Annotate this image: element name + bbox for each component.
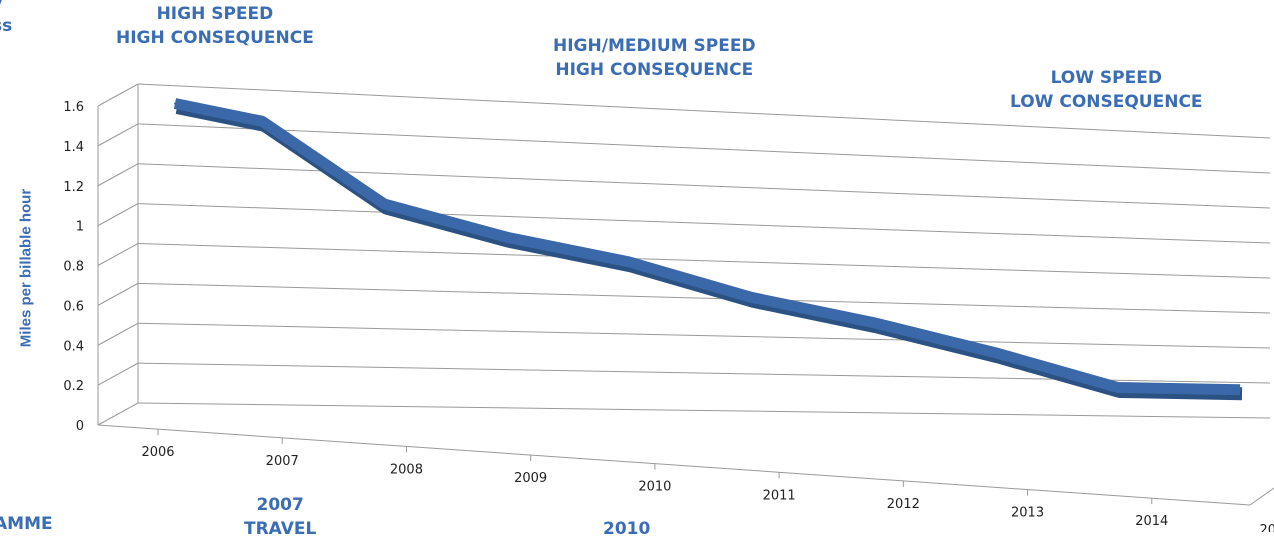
- cut-off-annotation-bottom-left: AMME: [0, 514, 53, 534]
- x-tick-label: 2006: [141, 445, 174, 460]
- x-tick-label: 2011: [763, 488, 796, 503]
- gridline-side: [97, 282, 139, 306]
- gridline-side: [97, 163, 139, 187]
- data-point: [994, 351, 997, 354]
- data-point: [1239, 388, 1241, 391]
- x-tick-label: 2012: [887, 497, 920, 512]
- annotation-2010: 2010: [603, 519, 651, 539]
- annotation-high-speed: HIGH SPEED HIGH CONSEQUENCE: [116, 4, 314, 48]
- x-tick-label: 2008: [390, 462, 423, 477]
- data-point: [1116, 386, 1119, 389]
- y-tick-label: 1: [76, 220, 84, 235]
- x-tick-label: 2015: [1259, 523, 1274, 532]
- cut-off-annotation-top-left: y ss: [0, 0, 13, 36]
- y-tick-label: 1.6: [63, 100, 84, 115]
- data-point: [174, 102, 176, 105]
- series-line: [173, 98, 1241, 396]
- gridline: [137, 243, 1271, 279]
- gridline: [137, 123, 1271, 174]
- series-ribbon-shadow: [175, 101, 1243, 401]
- gridline-side: [97, 83, 139, 107]
- data-point: [383, 203, 386, 206]
- gridline: [137, 83, 1271, 139]
- x-tick-label: 2010: [638, 480, 671, 495]
- x-tick-labels: 2006 2007 2008 2009 2010 2011 2012 2013 2014 2015: [141, 445, 1274, 532]
- gridline-side: [97, 243, 139, 266]
- y-tick-label: 0.2: [63, 379, 84, 394]
- y-tick-label: 0.6: [63, 299, 84, 314]
- gridline: [137, 402, 1271, 419]
- y-tick-label: 0.4: [63, 339, 84, 354]
- annotation-low-speed: LOW SPEED LOW CONSEQUENCE: [1010, 68, 1203, 112]
- annotation-2007-travel: 2007 TRAVEL: [244, 495, 317, 539]
- gridline-side: [97, 203, 139, 227]
- y-axis-label: Miles per billable hour: [17, 188, 35, 348]
- data-point: [505, 236, 508, 239]
- x-tick-label: 2013: [1011, 506, 1044, 521]
- gridline: [137, 322, 1271, 349]
- x-tick-label: 2014: [1135, 514, 1168, 529]
- y-tick-labels: 0 0.2 0.4 0.6 0.8 1 1.2 1.4 1.6: [63, 100, 84, 434]
- y-tick-label: 0: [76, 419, 84, 434]
- x-tick-label: 2007: [266, 454, 299, 469]
- y-tick-label: 0.8: [63, 260, 84, 275]
- gridline-side: [97, 402, 139, 426]
- gridline-side: [97, 322, 139, 346]
- gridline-side: [97, 362, 139, 386]
- x-tick-label: 2009: [514, 471, 547, 486]
- gridline: [137, 282, 1271, 314]
- annotation-medium-speed: HIGH/MEDIUM SPEED HIGH CONSEQUENCE: [553, 36, 756, 80]
- y-tick-label: 1.2: [63, 180, 84, 195]
- y-tick-label: 1.4: [63, 140, 84, 155]
- gridline: [137, 163, 1271, 209]
- data-point: [627, 260, 630, 263]
- gridline-side: [97, 123, 139, 147]
- series-layer: [173, 98, 1243, 401]
- data-point: [261, 120, 264, 123]
- x-axis-line: [97, 424, 1251, 506]
- gridline: [137, 203, 1271, 244]
- gridlines: [97, 83, 1274, 506]
- data-point: [872, 321, 875, 324]
- data-point: [750, 296, 753, 299]
- x-axis-corner: [1249, 487, 1274, 506]
